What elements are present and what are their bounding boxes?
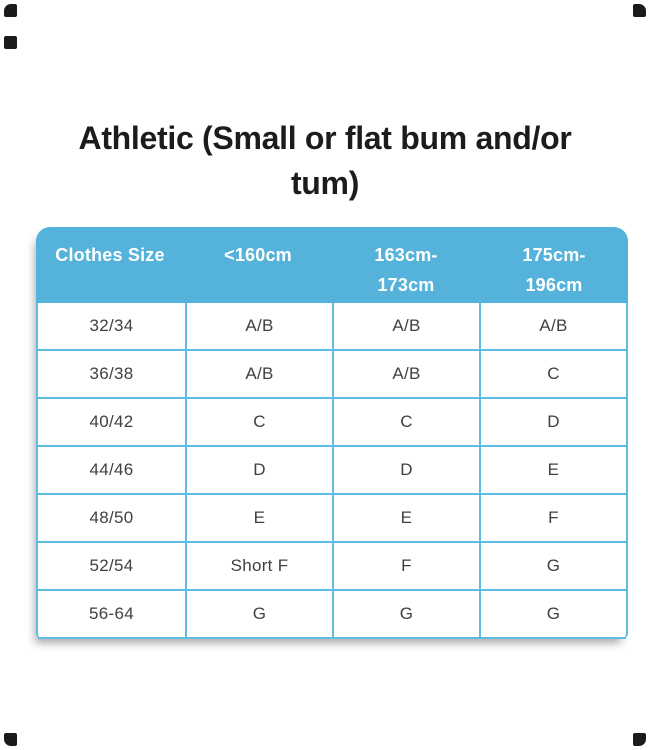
cell-cup-size: D [185, 447, 332, 493]
cell-cup-size: E [479, 447, 626, 493]
table-row: 36/38 A/B A/B C [38, 351, 626, 399]
cell-clothes-size: 48/50 [89, 508, 134, 527]
cell-cup-size: A/B [332, 303, 479, 349]
cell-clothes-size: 40/42 [89, 412, 134, 431]
cell-cup-size: F [332, 543, 479, 589]
corner-mark-top-left [4, 4, 17, 17]
table-row: 32/34 A/B A/B A/B [38, 303, 626, 351]
size-chart-table: Clothes Size <160cm 163cm- 173cm 175cm- … [36, 227, 628, 639]
cell-cup-size: G [185, 591, 332, 637]
column-header-175-196cm: 175cm- 196cm [522, 245, 586, 295]
cell-cup-size: E [332, 495, 479, 541]
cell-clothes-size: 36/38 [89, 364, 134, 383]
column-header-under-160cm: <160cm [224, 245, 292, 265]
table-row: 40/42 C C D [38, 399, 626, 447]
cell-cup-size: G [479, 543, 626, 589]
table-body: 32/34 A/B A/B A/B 36/38 A/B A/B C 40/42 C C D 44/46 D… [36, 303, 628, 639]
cell-clothes-size: 52/54 [89, 556, 134, 575]
table-row: 44/46 D D E [38, 447, 626, 495]
table-header-row: Clothes Size <160cm 163cm- 173cm 175cm- … [36, 227, 628, 303]
corner-mark-left-upper [4, 36, 17, 49]
cell-cup-size: A/B [479, 303, 626, 349]
cell-cup-size: A/B [332, 351, 479, 397]
cell-clothes-size: 44/46 [89, 460, 134, 479]
cell-cup-size: C [332, 399, 479, 445]
cell-cup-size: G [332, 591, 479, 637]
cell-clothes-size: 32/34 [89, 316, 134, 335]
corner-mark-bottom-left [4, 733, 17, 746]
cell-cup-size: A/B [185, 303, 332, 349]
cell-cup-size: D [332, 447, 479, 493]
cell-cup-size: G [479, 591, 626, 637]
cell-cup-size: F [479, 495, 626, 541]
cell-cup-size: C [479, 351, 626, 397]
cell-clothes-size: 56-64 [89, 604, 134, 623]
column-header-clothes-size: Clothes Size [55, 245, 165, 265]
column-header-163-173cm: 163cm- 173cm [374, 245, 438, 295]
cell-cup-size: A/B [185, 351, 332, 397]
size-chart-title: Athletic (Small or flat bum and/or tum) [78, 120, 572, 201]
corner-mark-top-right [633, 4, 646, 17]
cell-cup-size: D [479, 399, 626, 445]
cell-cup-size: E [185, 495, 332, 541]
table-row: 56-64 G G G [38, 591, 626, 639]
cell-cup-size: Short F [185, 543, 332, 589]
corner-mark-bottom-right [633, 733, 646, 746]
cell-cup-size: C [185, 399, 332, 445]
table-row: 48/50 E E F [38, 495, 626, 543]
